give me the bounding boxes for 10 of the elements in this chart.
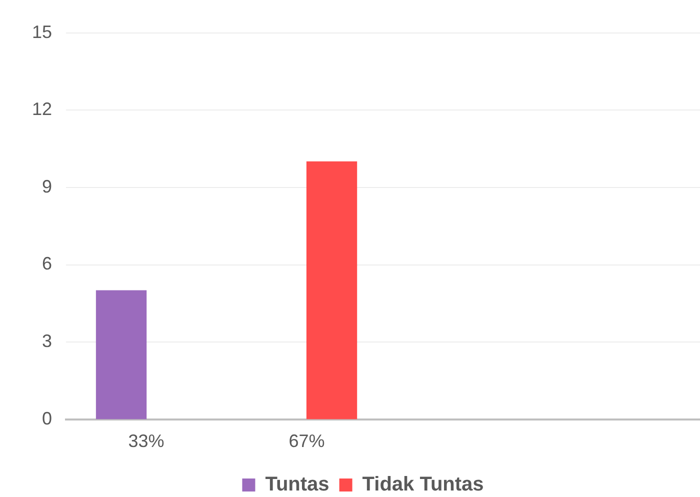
y-tick-label: 12 [32,99,52,120]
x-tick-label: 33% [128,431,164,452]
legend-label: Tidak Tuntas [362,474,484,496]
y-tick-label: 3 [42,331,52,352]
y-tick-label: 6 [42,254,52,274]
y-tick-label: 0 [42,408,52,428]
x-tick-label: 67% [288,431,325,452]
y-tick-label: 15 [32,22,52,42]
legend-label: Tuntas [265,474,330,496]
y-tick-label: 9 [42,176,52,196]
